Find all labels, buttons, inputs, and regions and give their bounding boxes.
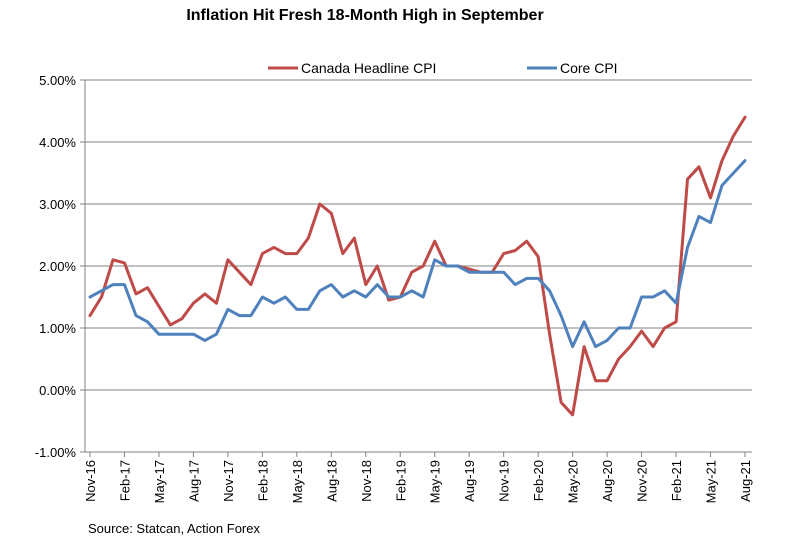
source-note: Source: Statcan, Action Forex [88, 521, 260, 536]
legend: Canada Headline CPI Core CPI [268, 60, 618, 76]
x-tick-label: May-20 [566, 460, 581, 503]
legend-label-1: Core CPI [560, 60, 618, 76]
gridlines [85, 79, 752, 391]
y-tick-label: 5.00% [39, 73, 76, 88]
x-tick-label: Nov-20 [635, 460, 650, 502]
x-tick-label: Aug-18 [324, 460, 339, 502]
series-lines [88, 115, 747, 417]
x-tick-label: May-18 [290, 460, 305, 503]
series-line-1 [88, 159, 747, 349]
y-tick-label: 2.00% [39, 259, 76, 274]
legend-label-0: Canada Headline CPI [301, 60, 436, 76]
y-tick-label: 4.00% [39, 135, 76, 150]
x-tick-label: Aug-20 [600, 460, 615, 502]
x-tick-label: Aug-17 [186, 460, 201, 502]
x-tick-label: Feb-21 [669, 460, 684, 501]
chart-title: Inflation Hit Fresh 18-Month High in Sep… [186, 7, 544, 24]
x-tick-label: Feb-19 [393, 460, 408, 501]
x-tick-label: Nov-19 [497, 460, 512, 502]
y-axis-ticks: -1.00% 0.00% 1.00% 2.00% 3.00% 4.00% 5.00% [35, 73, 77, 460]
x-tick-label: May-17 [152, 460, 167, 503]
x-tick-label: Nov-17 [221, 460, 236, 502]
x-tick-label: Feb-17 [117, 460, 132, 501]
x-tick-label: Nov-16 [83, 460, 98, 502]
series-line-0 [88, 115, 747, 417]
y-tick-label: 3.00% [39, 197, 76, 212]
x-tick-label: Feb-18 [255, 460, 270, 501]
y-tick-label: -1.00% [35, 445, 77, 460]
x-axis-ticks: Nov-16 Feb-17 May-17 Aug-17 Nov-17 Feb-18 May-… [83, 460, 753, 503]
x-tick-label: Aug-19 [462, 460, 477, 502]
x-tick-label: May-21 [704, 460, 719, 503]
x-tick-label: Nov-18 [359, 460, 374, 502]
x-tick-label: Aug-21 [738, 460, 753, 502]
y-tick-label: 1.00% [39, 321, 76, 336]
x-tick-label: Feb-20 [531, 460, 546, 501]
y-tick-label: 0.00% [39, 383, 76, 398]
x-tick-label: May-19 [428, 460, 443, 503]
axes [80, 79, 752, 457]
